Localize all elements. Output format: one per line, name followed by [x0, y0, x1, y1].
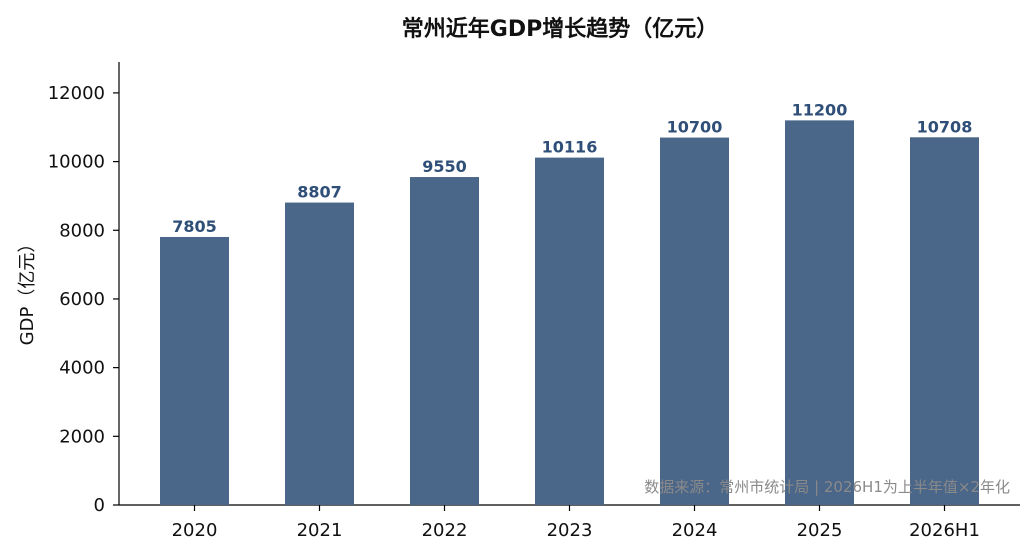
- data-label-2023: 10116: [542, 138, 598, 157]
- y-tick-label: 6000: [59, 289, 105, 310]
- y-tick-label: 0: [94, 495, 105, 516]
- bar-2021: [285, 202, 354, 506]
- data-label-2026H1: 10708: [917, 117, 973, 136]
- y-tick-label: 10000: [48, 152, 105, 173]
- x-tick-label: 2021: [297, 520, 343, 541]
- data-label-2025: 11200: [792, 100, 848, 119]
- y-axis-label: GDP（亿元）: [17, 235, 38, 346]
- data-label-2021: 8807: [297, 183, 342, 202]
- data-label-2020: 7805: [172, 217, 217, 236]
- chart-title: 常州近年GDP增长趋势（亿元）: [402, 16, 718, 42]
- y-axis: 0 2000 4000 6000 8000 10000 12000: [48, 62, 120, 516]
- source-annotation: 数据来源：常州市统计局 | 2026H1为上半年值×2年化: [644, 478, 1010, 496]
- x-tick-label: 2026H1: [909, 520, 980, 541]
- data-labels-group: 7805 8807 9550 10116 10700 11200 10708: [172, 100, 972, 236]
- y-tick-label: 8000: [59, 220, 105, 241]
- y-tick-label: 2000: [59, 426, 105, 447]
- x-tick-label: 2024: [672, 520, 718, 541]
- x-tick-label: 2020: [172, 520, 218, 541]
- bar-2020: [160, 236, 229, 505]
- bar-2024: [660, 137, 729, 505]
- x-tick-label: 2022: [422, 520, 468, 541]
- bars-group: [160, 120, 979, 506]
- bar-2022: [410, 177, 479, 505]
- bar-2025: [785, 120, 854, 505]
- y-tick-label: 12000: [48, 83, 105, 104]
- bar-2026H1: [910, 137, 979, 505]
- x-axis: 2020 2021 2022 2023 2024 2025 2026H1: [119, 504, 1020, 541]
- x-tick-label: 2025: [797, 520, 843, 541]
- bar-2023: [535, 157, 604, 505]
- data-label-2022: 9550: [422, 157, 467, 176]
- y-tick-label: 4000: [59, 358, 105, 379]
- data-label-2024: 10700: [667, 118, 723, 137]
- x-tick-label: 2023: [547, 520, 593, 541]
